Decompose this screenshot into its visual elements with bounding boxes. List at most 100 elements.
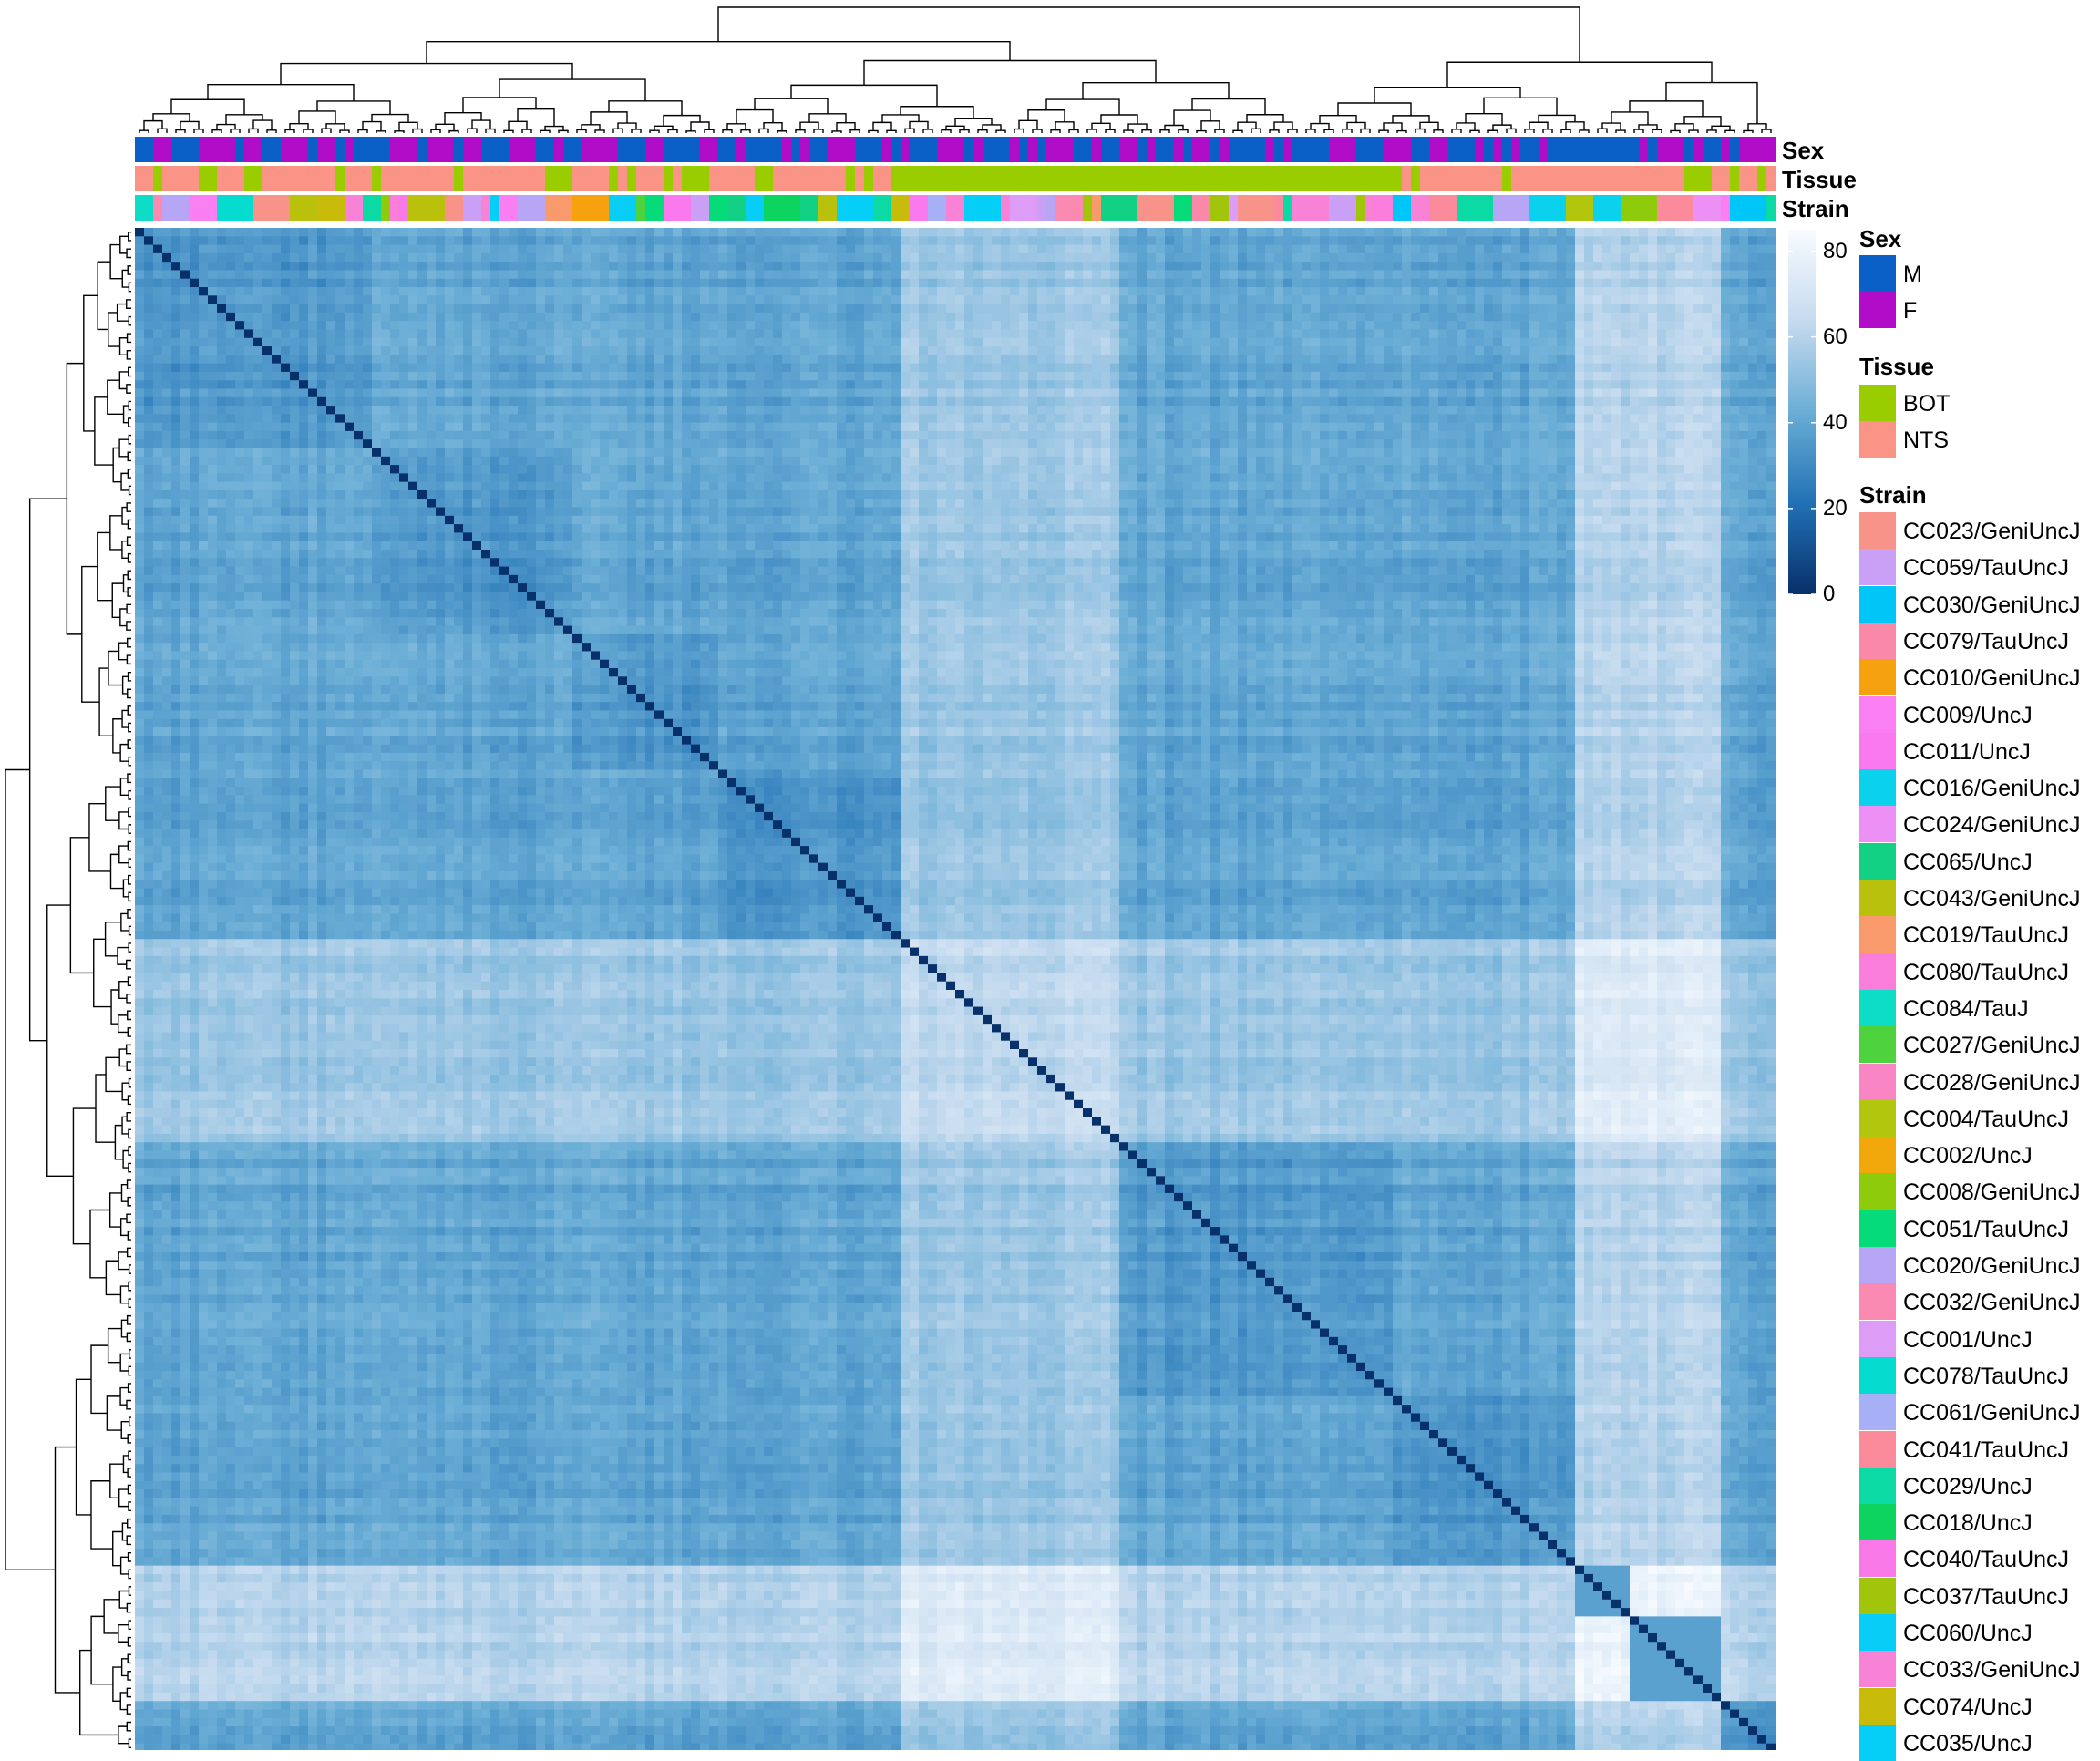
heatmap-cell — [709, 287, 719, 296]
heatmap-cell — [764, 295, 774, 305]
heatmap-cell — [1311, 262, 1321, 272]
heatmap-cell — [791, 430, 801, 440]
heatmap-cell — [691, 252, 701, 263]
heatmap-cell — [919, 337, 929, 347]
heatmap-cell — [345, 363, 355, 373]
heatmap-cell — [964, 448, 974, 458]
heatmap-cell — [1138, 329, 1148, 339]
heatmap-cell — [1420, 448, 1430, 458]
heatmap-cell — [1548, 396, 1558, 407]
heatmap-cell — [1320, 396, 1330, 407]
heatmap-cell — [144, 422, 154, 432]
heatmap-cell — [1657, 312, 1667, 322]
heatmap-cell — [1502, 236, 1512, 246]
heatmap-cell — [582, 262, 592, 272]
heatmap-cell — [1566, 252, 1576, 263]
heatmap-cell — [1730, 304, 1740, 314]
heatmap-cell — [499, 448, 510, 458]
heatmap-cell — [1119, 422, 1129, 432]
heatmap-cell — [1374, 295, 1385, 305]
heatmap-cell — [1584, 337, 1594, 347]
heatmap-cell — [208, 371, 218, 381]
heatmap-cell — [1748, 244, 1758, 254]
heatmap-cell — [764, 287, 774, 296]
heatmap-cell — [1630, 406, 1640, 415]
heatmap-cell — [299, 396, 309, 407]
heatmap-cell — [490, 371, 500, 381]
heatmap-cell — [253, 244, 263, 254]
heatmap-cell — [983, 371, 993, 381]
heatmap-cell — [673, 380, 683, 390]
heatmap-cell — [1338, 355, 1348, 365]
heatmap-cell — [262, 346, 273, 355]
heatmap-cell — [1092, 304, 1102, 314]
heatmap-cell — [1457, 371, 1467, 381]
heatmap-cell — [764, 396, 774, 407]
heatmap-cell — [527, 312, 537, 322]
heatmap-cell — [1584, 287, 1594, 296]
heatmap-cell — [527, 448, 537, 458]
heatmap-cell — [1575, 252, 1585, 263]
heatmap-cell — [317, 278, 327, 288]
heatmap-cell — [1429, 262, 1439, 272]
heatmap-cell — [809, 304, 819, 314]
heatmap-cell — [800, 262, 810, 272]
heatmap-cell — [1010, 252, 1020, 263]
heatmap-cell — [1147, 363, 1157, 373]
heatmap-cell — [572, 388, 582, 398]
heatmap-cell — [417, 236, 427, 246]
heatmap-cell — [773, 363, 783, 373]
heatmap-cell — [919, 270, 929, 280]
heatmap-cell — [782, 406, 792, 415]
heatmap-cell — [1438, 252, 1448, 263]
heatmap-cell — [1183, 278, 1193, 288]
heatmap-cell — [1055, 430, 1065, 440]
heatmap-cell — [1083, 346, 1093, 355]
heatmap-cell — [326, 439, 336, 449]
heatmap-cell — [299, 388, 309, 398]
heatmap-cell — [1320, 278, 1330, 288]
heatmap-cell — [199, 244, 209, 254]
heatmap-cell — [1347, 406, 1357, 415]
heatmap-cell — [882, 236, 892, 246]
heatmap-cell — [1457, 337, 1467, 347]
heatmap-cell — [563, 337, 573, 347]
heatmap-cell — [554, 270, 564, 280]
heatmap-cell — [253, 346, 263, 355]
heatmap-cell — [582, 346, 592, 355]
heatmap-cell — [1730, 439, 1740, 449]
heatmap-cell — [272, 439, 282, 449]
heatmap-cell — [1083, 414, 1093, 424]
heatmap-cell — [809, 321, 819, 331]
heatmap-cell — [1539, 422, 1549, 432]
heatmap-cell — [1320, 456, 1330, 466]
heatmap-cell — [1639, 396, 1649, 407]
heatmap-cell — [1019, 262, 1029, 272]
heatmap-cell — [262, 355, 273, 365]
heatmap-cell — [618, 244, 628, 254]
heatmap-cell — [1329, 396, 1339, 407]
heatmap-cell — [1429, 329, 1439, 339]
heatmap-cell — [463, 380, 473, 390]
heatmap-cell — [1566, 346, 1576, 355]
heatmap-cell — [572, 430, 582, 440]
heatmap-cell — [381, 262, 391, 272]
heatmap-cell — [1037, 346, 1047, 355]
heatmap-cell — [1748, 414, 1758, 424]
heatmap-cell — [190, 396, 200, 407]
heatmap-cell — [1119, 295, 1129, 305]
heatmap-cell — [1229, 422, 1239, 432]
heatmap-cell — [499, 363, 510, 373]
heatmap-cell — [1347, 448, 1357, 458]
heatmap-cell — [618, 346, 628, 355]
heatmap-cell — [372, 236, 382, 246]
heatmap-cell — [226, 321, 236, 331]
heatmap-cell — [1575, 262, 1585, 272]
heatmap-cell — [408, 371, 418, 381]
heatmap-cell — [1675, 295, 1685, 305]
heatmap-cell — [244, 388, 254, 398]
heatmap-cell — [518, 329, 528, 339]
heatmap-cell — [481, 312, 491, 322]
heatmap-cell — [1101, 439, 1111, 449]
heatmap-cell — [572, 236, 582, 246]
